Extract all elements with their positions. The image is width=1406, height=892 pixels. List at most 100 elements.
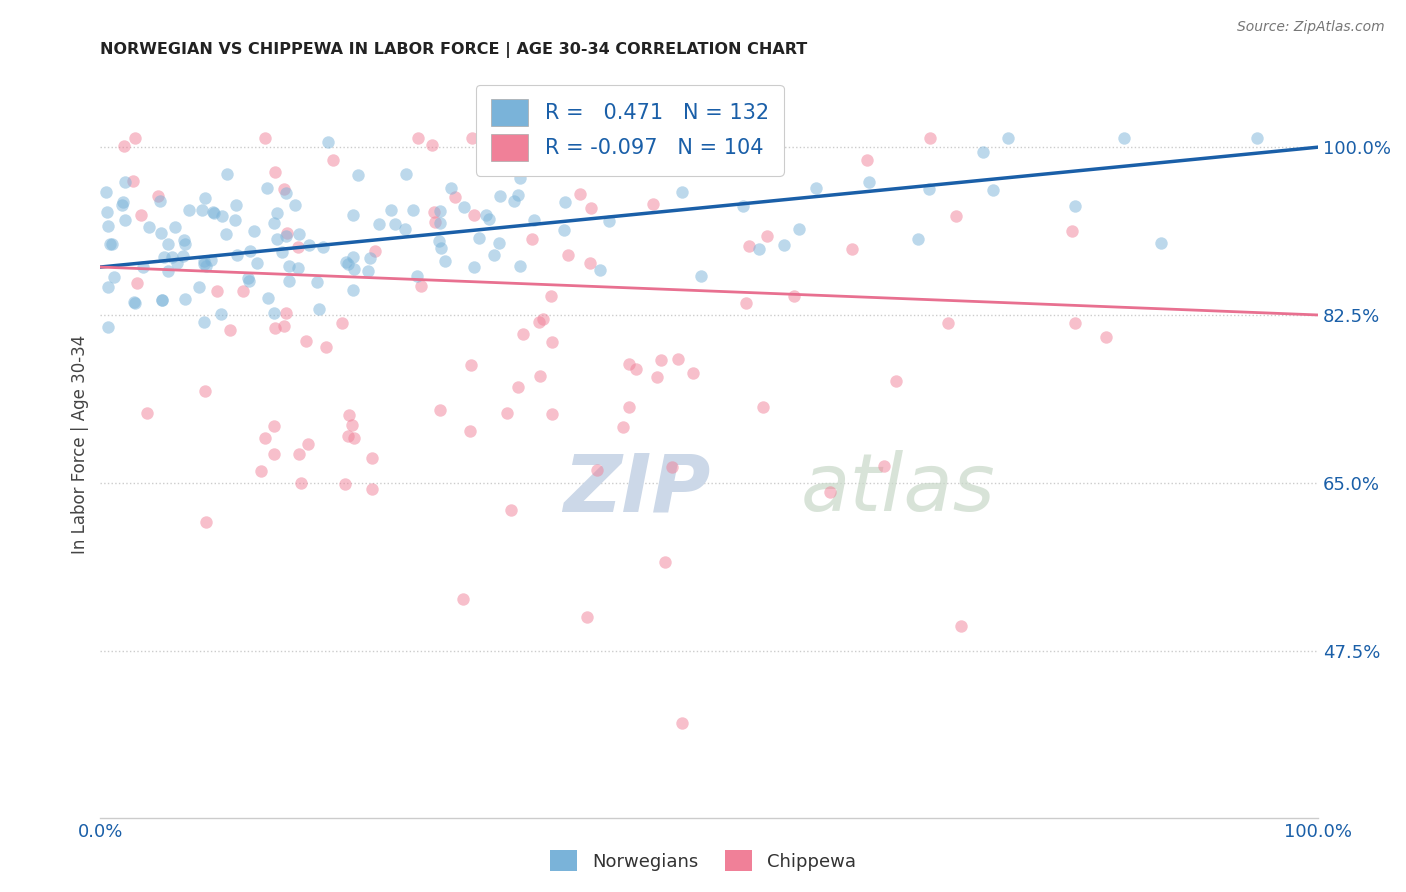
Point — [972, 145, 994, 159]
Point — [263, 321, 285, 335]
Point — [506, 188, 529, 202]
Point — [557, 248, 579, 262]
Point — [274, 186, 297, 201]
Point — [641, 196, 664, 211]
Point — [671, 716, 693, 731]
Point — [256, 180, 278, 194]
Point — [94, 185, 117, 199]
Point — [1246, 130, 1268, 145]
Point — [342, 417, 364, 432]
Point — [420, 137, 443, 152]
Point — [488, 236, 510, 251]
Point — [97, 320, 120, 334]
Point — [467, 231, 489, 245]
Point — [253, 431, 276, 445]
Point — [553, 223, 575, 237]
Point — [288, 447, 311, 461]
Point — [194, 516, 217, 530]
Point — [540, 334, 562, 349]
Point — [540, 289, 562, 303]
Point — [531, 311, 554, 326]
Point — [263, 419, 285, 434]
Point — [650, 352, 672, 367]
Point — [748, 242, 770, 256]
Point — [173, 236, 195, 251]
Point — [405, 268, 427, 283]
Point — [367, 217, 389, 231]
Point — [395, 167, 418, 181]
Point — [1114, 130, 1136, 145]
Point — [238, 274, 260, 288]
Point — [335, 477, 357, 491]
Point — [506, 380, 529, 394]
Point — [575, 609, 598, 624]
Point — [429, 402, 451, 417]
Point — [907, 232, 929, 246]
Point — [246, 256, 269, 270]
Point — [579, 201, 602, 215]
Point — [111, 198, 134, 212]
Point — [430, 241, 453, 255]
Point — [475, 208, 498, 222]
Point — [627, 158, 650, 172]
Point — [512, 326, 534, 341]
Point — [357, 264, 380, 278]
Point — [773, 238, 796, 252]
Point — [277, 274, 299, 288]
Point — [599, 130, 621, 145]
Point — [209, 307, 232, 321]
Point — [515, 130, 537, 145]
Point — [342, 207, 364, 221]
Point — [981, 183, 1004, 197]
Point — [1060, 224, 1083, 238]
Point — [150, 293, 173, 307]
Point — [569, 186, 592, 201]
Point — [433, 254, 456, 268]
Point — [290, 476, 312, 491]
Point — [202, 205, 225, 219]
Point — [163, 219, 186, 234]
Text: atlas: atlas — [800, 450, 995, 528]
Point — [253, 130, 276, 145]
Point — [239, 244, 262, 259]
Point — [218, 323, 240, 337]
Point — [544, 147, 567, 161]
Point — [804, 180, 827, 194]
Point — [499, 503, 522, 517]
Point — [263, 306, 285, 320]
Point — [920, 130, 942, 145]
Point — [429, 216, 451, 230]
Point — [250, 464, 273, 478]
Point — [193, 315, 215, 329]
Point — [841, 242, 863, 256]
Point — [444, 190, 467, 204]
Point — [498, 136, 520, 151]
Point — [343, 431, 366, 445]
Point — [266, 232, 288, 246]
Point — [98, 237, 121, 252]
Point — [224, 213, 246, 227]
Point — [316, 136, 339, 150]
Point — [645, 370, 668, 384]
Point — [675, 139, 697, 153]
Point — [288, 227, 311, 241]
Point — [307, 275, 329, 289]
Point — [359, 251, 381, 265]
Point — [664, 130, 686, 145]
Point — [1150, 235, 1173, 250]
Point — [380, 202, 402, 217]
Point — [157, 237, 180, 252]
Point — [124, 295, 146, 310]
Point — [96, 205, 118, 219]
Point — [111, 195, 134, 210]
Point — [160, 251, 183, 265]
Point — [588, 263, 610, 277]
Legend: Norwegians, Chippewa: Norwegians, Chippewa — [543, 843, 863, 879]
Point — [661, 459, 683, 474]
Point — [463, 260, 485, 274]
Point — [124, 130, 146, 145]
Point — [112, 138, 135, 153]
Point — [193, 257, 215, 271]
Point — [211, 209, 233, 223]
Point — [945, 209, 967, 223]
